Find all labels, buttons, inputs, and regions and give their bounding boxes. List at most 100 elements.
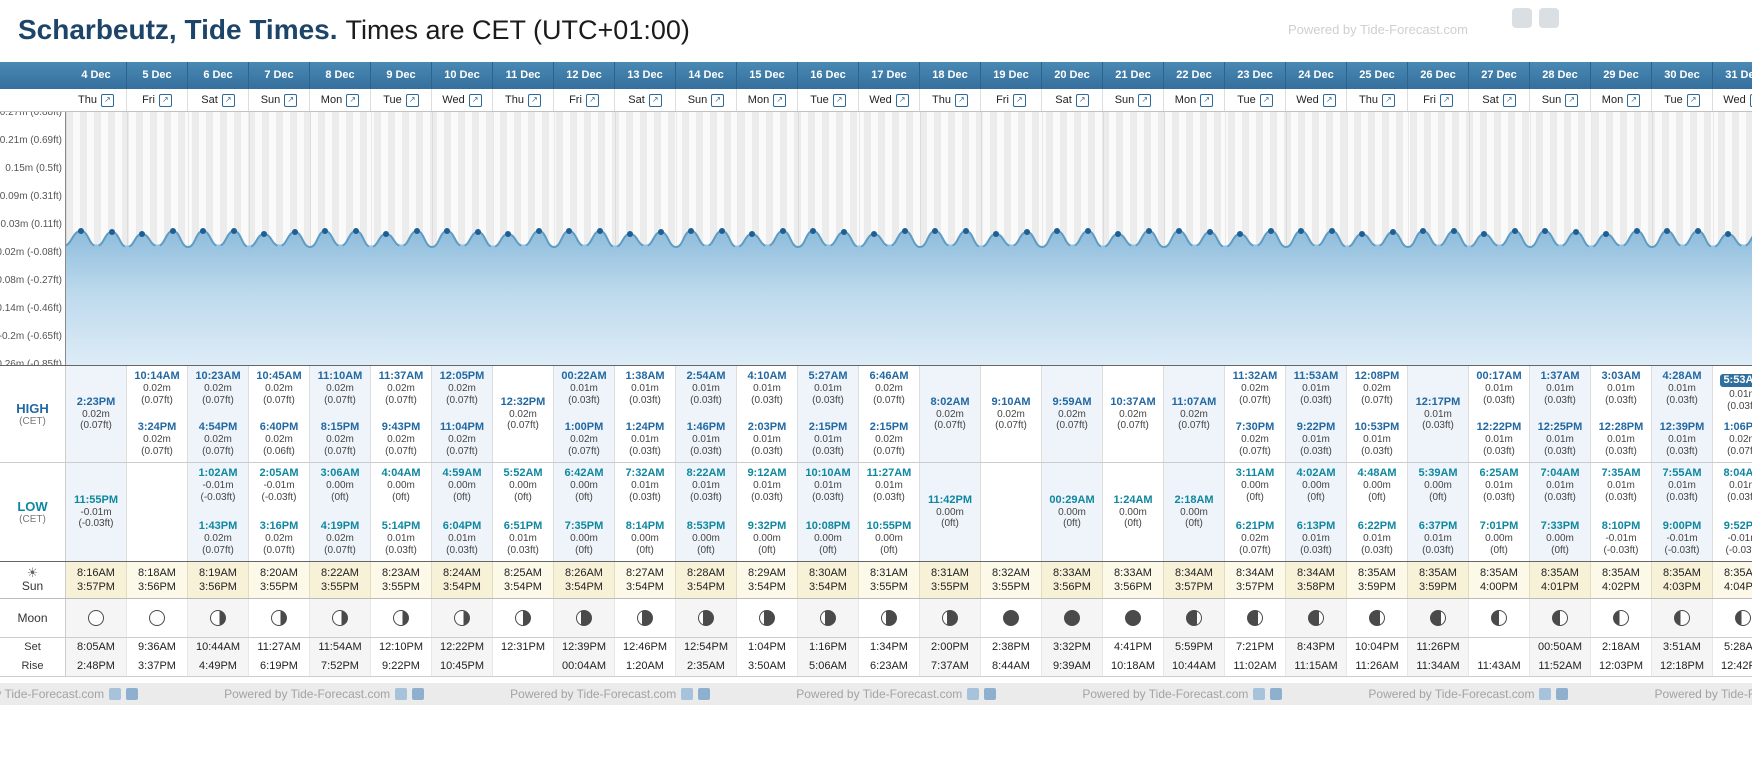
date-cell[interactable]: 10 Dec [432, 62, 493, 89]
date-cell[interactable]: 16 Dec [798, 62, 859, 89]
date-cell[interactable]: 9 Dec [371, 62, 432, 89]
date-cell[interactable]: 25 Dec [1347, 62, 1408, 89]
moon-row-label: Moon [0, 599, 66, 637]
expand-day-icon[interactable]: ↗ [1439, 93, 1453, 107]
expand-day-icon[interactable]: ↗ [284, 93, 298, 107]
date-cell[interactable]: 7 Dec [249, 62, 310, 89]
expand-day-icon[interactable]: ↗ [1259, 93, 1273, 107]
tide-entry: 1:06PM0.02m(0.07ft) [1713, 421, 1752, 458]
expand-day-icon[interactable]: ↗ [895, 93, 909, 107]
date-cell[interactable]: 23 Dec [1225, 62, 1286, 89]
footer-link-icon[interactable] [681, 688, 694, 700]
sunset-time: 3:55PM [931, 581, 969, 593]
expand-day-icon[interactable]: ↗ [221, 93, 235, 107]
weekday-row-spacer [0, 89, 66, 111]
moonset-time: 8:43PM [1286, 638, 1347, 657]
moonrise-time: 11:52AM [1530, 657, 1591, 676]
tide-entry: 10:37AM 0.02m (0.07ft) [1103, 396, 1163, 433]
tide-height-m: 0.01m [1668, 434, 1696, 446]
tide-entry: 10:08PM 0.00m (0ft) [798, 520, 858, 557]
expand-day-icon[interactable]: ↗ [954, 93, 968, 107]
weekday-cell: Sat ↗ [1042, 89, 1103, 111]
date-cell[interactable]: 19 Dec [981, 62, 1042, 89]
date-cell[interactable]: 11 Dec [493, 62, 554, 89]
footer-link-icon[interactable] [1539, 688, 1552, 700]
expand-day-icon[interactable]: ↗ [468, 93, 482, 107]
expand-day-icon[interactable]: ↗ [1012, 93, 1026, 107]
low-tide-cell: 2:18AM 0.00m (0ft) [1164, 463, 1225, 561]
date-cell[interactable]: 17 Dec [859, 62, 920, 89]
expand-day-icon[interactable]: ↗ [585, 93, 599, 107]
footer-link-icon[interactable] [984, 688, 997, 700]
expand-day-icon[interactable]: ↗ [1381, 93, 1395, 107]
expand-day-icon[interactable]: ↗ [527, 93, 541, 107]
expand-day-icon[interactable]: ↗ [648, 93, 662, 107]
footer-link-icon[interactable] [1270, 688, 1283, 700]
date-cell[interactable]: 8 Dec [310, 62, 371, 89]
tide-height-m: 0.01m [1302, 382, 1330, 394]
badge-icon[interactable] [1512, 8, 1532, 28]
tide-time: 9:32PM [747, 520, 787, 533]
tide-entry: 9:52PM-0.01m(-0.03ft) [1713, 520, 1752, 557]
set-row-label: Set [0, 638, 66, 657]
tide-entry: 12:32PM 0.02m (0.07ft) [493, 396, 553, 433]
moon-phase-icon [1003, 610, 1019, 626]
date-cell[interactable]: 30 Dec [1652, 62, 1713, 89]
date-cell[interactable]: 5 Dec [127, 62, 188, 89]
footer-link-icon[interactable] [698, 688, 711, 700]
date-cell[interactable]: 12 Dec [554, 62, 615, 89]
expand-day-icon[interactable]: ↗ [100, 93, 114, 107]
footer-link-icon[interactable] [967, 688, 980, 700]
date-cell[interactable]: 4 Dec [66, 62, 127, 89]
date-cell[interactable]: 14 Dec [676, 62, 737, 89]
low-tide-cell: 4:48AM 0.00m (0ft) 6:22PM 0.01m (0.03ft) [1347, 463, 1408, 561]
expand-day-icon[interactable]: ↗ [711, 93, 725, 107]
date-cell[interactable]: 21 Dec [1103, 62, 1164, 89]
expand-day-icon[interactable]: ↗ [405, 93, 419, 107]
tide-height-ft: (0.07ft) [324, 446, 356, 458]
expand-day-icon[interactable]: ↗ [1565, 93, 1579, 107]
footer-link-icon[interactable] [126, 688, 139, 700]
expand-day-icon[interactable]: ↗ [1200, 93, 1214, 107]
footer-link-icon[interactable] [395, 688, 408, 700]
low-tide-cell: 11:55PM -0.01m (-0.03ft) [66, 463, 127, 561]
tide-entry: 6:22PM 0.01m (0.03ft) [1347, 520, 1407, 557]
expand-day-icon[interactable]: ↗ [1322, 93, 1336, 107]
tide-height-ft: (0.03ft) [385, 545, 417, 557]
expand-day-icon[interactable]: ↗ [158, 93, 172, 107]
date-cell[interactable]: 31 Dec [1713, 62, 1752, 89]
expand-day-icon[interactable]: ↗ [1749, 93, 1752, 107]
date-cell[interactable]: 22 Dec [1164, 62, 1225, 89]
footer-link-icon[interactable] [412, 688, 425, 700]
tide-height-ft: (0.03ft) [690, 394, 722, 406]
tide-height-m: 0.02m [143, 434, 171, 446]
sunrise-time: 8:29AM [748, 567, 786, 579]
date-cell[interactable]: 6 Dec [188, 62, 249, 89]
badge-icon[interactable] [1539, 8, 1559, 28]
date-cell[interactable]: 20 Dec [1042, 62, 1103, 89]
footer-link-icon[interactable] [1253, 688, 1266, 700]
date-cell[interactable]: 18 Dec [920, 62, 981, 89]
date-cell[interactable]: 13 Dec [615, 62, 676, 89]
date-cell[interactable]: 28 Dec [1530, 62, 1591, 89]
expand-day-icon[interactable]: ↗ [1138, 93, 1152, 107]
expand-day-icon[interactable]: ↗ [1686, 93, 1700, 107]
expand-day-icon[interactable]: ↗ [346, 93, 360, 107]
footer-link-icon[interactable] [1556, 688, 1569, 700]
date-cell[interactable]: 29 Dec [1591, 62, 1652, 89]
expand-day-icon[interactable]: ↗ [832, 93, 846, 107]
expand-day-icon[interactable]: ↗ [1627, 93, 1641, 107]
date-cell[interactable]: 27 Dec [1469, 62, 1530, 89]
date-cell[interactable]: 24 Dec [1286, 62, 1347, 89]
expand-day-icon[interactable]: ↗ [773, 93, 787, 107]
weekday-cell: Thu ↗ [920, 89, 981, 111]
tide-height-ft: (0ft) [1307, 491, 1325, 503]
expand-day-icon[interactable]: ↗ [1075, 93, 1089, 107]
expand-day-icon[interactable]: ↗ [1502, 93, 1516, 107]
date-cell[interactable]: 26 Dec [1408, 62, 1469, 89]
footer-link-icon[interactable] [109, 688, 122, 700]
sunrise-time: 8:30AM [809, 567, 847, 579]
date-cell[interactable]: 15 Dec [737, 62, 798, 89]
tide-entry: 4:19PM 0.02m (0.07ft) [310, 520, 370, 557]
weekday-label: Tue [1664, 94, 1683, 106]
